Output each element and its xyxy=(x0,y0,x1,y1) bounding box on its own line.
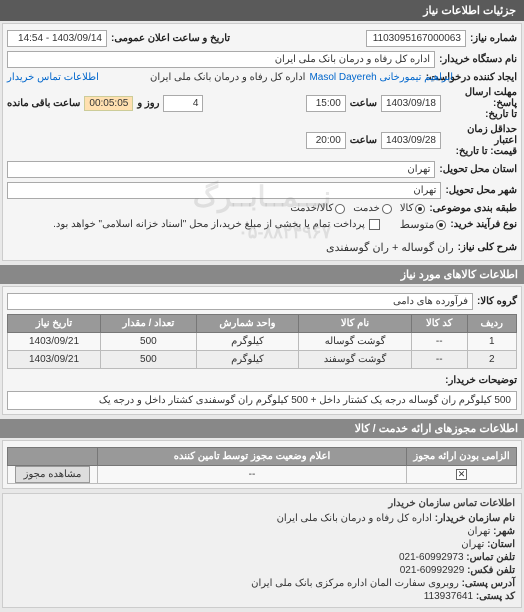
remain-days-label: روز و xyxy=(137,98,159,109)
goods-header: اطلاعات کالاهای مورد نیاز xyxy=(0,265,524,284)
buyer-org-label: نام دستگاه خریدار: xyxy=(439,54,517,65)
permits-header: اطلاعات مجوزهای ارائه خدمت / کالا xyxy=(0,419,524,438)
creator-org: اداره کل رفاه و درمان بانک ملی ایران xyxy=(150,72,305,83)
buyer-org-field: اداره کل رفاه و درمان بانک ملی ایران xyxy=(7,51,435,68)
need-title: ران گوساله + ران گوسفندی xyxy=(326,241,454,254)
c-org: اداره کل رفاه و درمان بانک ملی ایران xyxy=(277,513,432,524)
c-city-label: شهر: xyxy=(493,526,515,537)
cell-unit: کیلوگرم xyxy=(196,351,298,369)
c-province-label: استان: xyxy=(487,539,515,550)
permit-row: -- مشاهده مجوز xyxy=(8,466,517,484)
c-org-label: نام سازمان خریدار: xyxy=(435,513,515,524)
radio-kala-khadamat-label: کالا/خدمت xyxy=(290,203,333,214)
need-no-label: شماره نیاز: xyxy=(470,33,517,44)
main-section: شماره نیاز: 1103095167000063 تاریخ و ساع… xyxy=(2,23,522,261)
col-qty: تعداد / مقدار xyxy=(101,315,197,333)
col-row: ردیف xyxy=(467,315,516,333)
col-unit: واحد شمارش xyxy=(196,315,298,333)
cell-date: 1403/09/21 xyxy=(8,333,101,351)
c-address-label: آدرس پستی: xyxy=(462,578,515,589)
permit-status: -- xyxy=(98,466,407,484)
contact-section: اطلاعات تماس سازمان خریدار نام سازمان خر… xyxy=(2,493,522,608)
goods-table: ردیف کد کالا نام کالا واحد شمارش تعداد /… xyxy=(7,314,517,369)
table-row: 2--گوشت گوسفندکیلوگرم5001403/09/21 xyxy=(8,351,517,369)
c-postcode: 113937641 xyxy=(424,591,473,602)
valid-time-field: 20:00 xyxy=(306,132,346,149)
pcol-empty xyxy=(8,448,98,466)
remain-time-label: ساعت باقی مانده xyxy=(7,98,80,109)
c-city: تهران xyxy=(467,526,490,537)
radio-kala-khadamat[interactable]: کالا/خدمت xyxy=(290,203,345,214)
c-fax-label: تلفن فکس: xyxy=(467,565,515,576)
c-phone-label: تلفن تماس: xyxy=(466,552,515,563)
need-title-label: شرح کلی نیاز: xyxy=(458,242,517,253)
radio-khadamat-label: خدمت xyxy=(353,203,380,214)
radio-medium[interactable]: متوسط xyxy=(400,218,447,231)
reply-deadline-label: مهلت ارسال پاسخ: تا تاریخ: xyxy=(445,87,517,120)
radio-medium-label: متوسط xyxy=(400,218,435,231)
pcol-required: الزامی بودن ارائه مجوز xyxy=(407,448,517,466)
radio-kala-label: کالا xyxy=(400,203,414,214)
valid-label: حداقل زمان اعتبار قیمت: تا تاریخ: xyxy=(445,124,517,157)
cell-qty: 500 xyxy=(101,333,197,351)
creator-name: ابراهیم تیمورخانی Masol Dayereh xyxy=(309,72,453,83)
buyer-note-label: توضیحات خریدار: xyxy=(445,375,517,386)
remain-timer: 00:05:05 xyxy=(84,96,133,111)
valid-time-label: ساعت xyxy=(350,135,377,146)
cell-code: -- xyxy=(411,333,467,351)
table-row: 1--گوشت گوسالهکیلوگرم5001403/09/21 xyxy=(8,333,517,351)
creator-label: ایجاد کننده درخواست: xyxy=(457,72,517,83)
pcol-status: اعلام وضعیت مجوز توسط تامین کننده xyxy=(98,448,407,466)
cell-name: گوشت گوساله xyxy=(299,333,412,351)
panel-header: جزئیات اطلاعات نیاز xyxy=(0,0,524,21)
goods-header-text: اطلاعات کالاهای مورد نیاز xyxy=(401,269,518,281)
cell-row: 1 xyxy=(467,333,516,351)
goods-section: گروه کالا: فرآورده های دامی ردیف کد کالا… xyxy=(2,286,522,415)
permit-required-checkbox xyxy=(456,469,467,480)
buyer-note-box: 500 کیلوگرم ران گوساله درجه یک کشتار داخ… xyxy=(7,391,517,410)
panel-title: جزئیات اطلاعات نیاز xyxy=(423,5,516,17)
group-label: گروه کالا: xyxy=(477,296,517,307)
radio-khadamat[interactable]: خدمت xyxy=(353,203,392,214)
remain-days-field: 4 xyxy=(163,95,203,112)
need-no-field: 1103095167000063 xyxy=(366,30,466,47)
c-province: تهران xyxy=(461,539,484,550)
c-postcode-label: کد پستی: xyxy=(476,591,515,602)
cell-qty: 500 xyxy=(101,351,197,369)
contact-title: اطلاعات تماس سازمان خریدار xyxy=(9,498,515,509)
announce-label: تاریخ و ساعت اعلان عمومی: xyxy=(111,33,230,44)
reply-time-label: ساعت xyxy=(350,98,377,109)
radio-kala[interactable]: کالا xyxy=(400,203,426,214)
province-label: استان محل تحویل: xyxy=(439,164,517,175)
cell-name: گوشت گوسفند xyxy=(299,351,412,369)
view-permit-button[interactable]: مشاهده مجوز xyxy=(15,466,91,483)
permits-section: الزامی بودن ارائه مجوز اعلام وضعیت مجوز … xyxy=(2,440,522,489)
cell-row: 2 xyxy=(467,351,516,369)
permits-header-text: اطلاعات مجوزهای ارائه خدمت / کالا xyxy=(355,423,518,435)
process-label: نوع فرآیند خرید: xyxy=(450,219,517,230)
cell-code: -- xyxy=(411,351,467,369)
announce-field: 1403/09/14 - 14:54 xyxy=(7,30,107,47)
province-field: تهران xyxy=(7,161,435,178)
contact-link[interactable]: اطلاعات تماس خریدار xyxy=(7,72,99,83)
city-label: شهر محل تحویل: xyxy=(445,185,517,196)
reply-time-field: 15:00 xyxy=(306,95,346,112)
reply-date-field: 1403/09/18 xyxy=(381,95,441,112)
col-code: کد کالا xyxy=(411,315,467,333)
col-date: تاریخ نیاز xyxy=(8,315,101,333)
treasury-checkbox[interactable] xyxy=(369,219,380,230)
c-fax: 60992929-021 xyxy=(400,565,465,576)
valid-date-field: 1403/09/28 xyxy=(381,132,441,149)
c-address: روبروی سفارت المان اداره مرکزی بانک ملی … xyxy=(251,578,459,589)
pay-note: پرداخت تمام یا بخشی از مبلغ خرید،از محل … xyxy=(53,219,365,230)
col-name: نام کالا xyxy=(299,315,412,333)
category-label: طبقه بندی موضوعی: xyxy=(429,203,517,214)
group-field: فرآورده های دامی xyxy=(7,293,473,310)
c-phone: 60992973-021 xyxy=(399,552,464,563)
permits-table: الزامی بودن ارائه مجوز اعلام وضعیت مجوز … xyxy=(7,447,517,484)
category-radios: کالا خدمت کالا/خدمت xyxy=(290,203,425,214)
city-field: تهران xyxy=(7,182,441,199)
cell-date: 1403/09/21 xyxy=(8,351,101,369)
cell-unit: کیلوگرم xyxy=(196,333,298,351)
